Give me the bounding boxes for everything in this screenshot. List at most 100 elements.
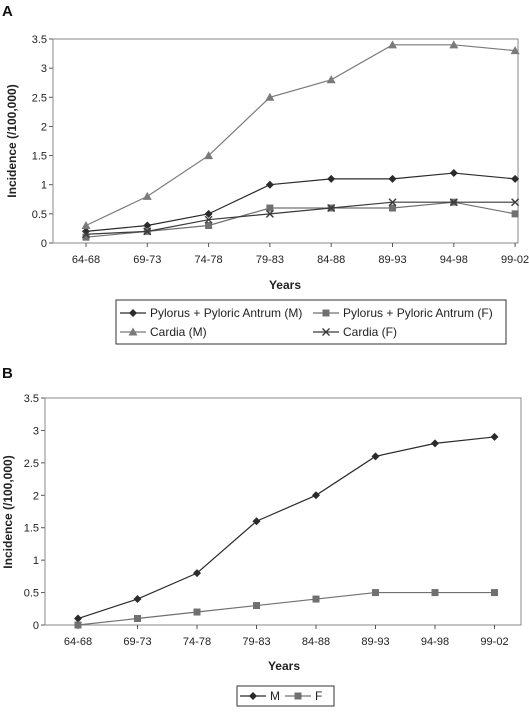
panel-a-x-tick-label: 64-68 [72,254,100,266]
panel-a-legend: Pylorus + Pyloric Antrum (M) Pylorus + Py… [120,306,493,339]
panel-a-data-point [510,46,520,55]
panel-b-x-axis-title: Years [268,659,300,673]
panel-a-plot-area [52,38,519,244]
panel-b-data-point [371,452,380,461]
panel-a-data-point [142,191,152,200]
panel-b-data-point [431,589,439,597]
panel-b-y-tick-label: 0.5 [24,588,39,600]
panel-a-data-point [205,222,213,230]
panel-a-legend-label: Pylorus + Pyloric Antrum (M) [150,306,302,320]
panel-a-label: A [2,3,13,20]
panel-a-legend-box [115,299,507,345]
panel-a-x-ticks: 64-68 69-73 74-78 79-83 84-88 89-93 94-98 99-02 [72,243,529,266]
panel-a-data-point [81,221,91,230]
panel-b-legend-marker [249,692,257,700]
panel-b-data-point [431,439,439,448]
panel-a-data-point [204,209,213,218]
panel-a: A 0 0.5 1 1.5 2 2.5 3 3.5 64-68 69-73 74-78 79-83 8… [2,3,529,345]
panel-b-data-point [193,569,201,578]
panel-b-data-point [491,589,498,597]
panel-b-y-axis-title: Incidence (/100,000) [1,455,15,568]
panel-b-series [74,432,499,629]
panel-b-legend-label: M [270,689,280,703]
panel-a-y-tick-label: 3 [41,63,47,75]
panel-a-data-point [327,204,336,213]
panel-a-y-tick-label: 2.5 [32,92,47,104]
panel-b-data-point [312,595,320,603]
panel-b-data-point [134,615,141,623]
panel-a-legend-marker [129,309,137,317]
panel-a-y-tick-label: 0.5 [32,209,47,221]
panel-a-data-point [511,198,520,207]
panel-a-data-point [327,174,336,183]
panel-b-y-tick-label: 1 [33,555,39,567]
panel-a-series-line [85,172,516,232]
panel-a-x-tick-label: 84-88 [317,254,345,266]
panel-a-legend-marker [322,309,330,317]
panel-b-data-point [74,621,82,629]
panel-a-data-point [388,198,397,207]
panel-a-data-point [143,227,152,236]
panel-b-data-point [312,491,320,500]
panel-b-y-tick-label: 1.5 [24,523,39,535]
panel-b-data-point [133,595,142,604]
panel-a-data-point [265,92,275,101]
panel-b-data-point [490,432,499,441]
panel-a-data-point [82,233,90,241]
panel-b-y-tick-label: 2 [33,490,39,502]
panel-a-data-point [449,198,458,207]
panel-b-y-ticks: 0 0.5 1 1.5 2 2.5 3 3.5 [24,393,45,632]
panel-a-data-point [388,40,397,49]
panel-a-data-point [82,230,90,239]
panel-a-legend-label: Cardia (F) [343,325,397,339]
panel-a-y-tick-label: 2 [41,121,47,133]
panel-a-series-line [85,201,516,238]
panel-a-x-tick-label: 94-98 [440,254,468,266]
panel-b-legend-label: F [315,689,322,703]
panel-b-label: B [2,365,13,382]
panel-a-x-tick-label: 69-73 [133,254,161,266]
panel-a-y-tick-label: 1 [41,180,47,192]
panel-a-y-tick-label: 0 [41,238,47,250]
panel-b-x-tick-label: 79-83 [242,636,270,648]
panel-b-legend-marker [294,692,302,700]
panel-a-x-tick-label: 89-93 [378,254,406,266]
panel-a-data-point [388,174,397,183]
panel-b-x-tick-label: 89-93 [361,636,389,648]
panel-a-series-line [85,44,516,227]
panel-a-x-tick-label: 74-78 [195,254,223,266]
panel-b-x-tick-label: 74-78 [183,636,211,648]
panel-b-x-tick-label: 69-73 [123,636,151,648]
panel-a-data-point [143,221,152,230]
panel-b-x-tick-label: 64-68 [64,636,92,648]
panel-a-data-point [511,210,519,218]
panel-a-legend-marker [322,328,330,336]
panel-b-y-tick-label: 3 [33,425,39,437]
panel-a-series [81,40,520,241]
panel-a-legend-marker [128,327,138,336]
panel-a-y-ticks: 0 0.5 1 1.5 2 2.5 3 3.5 [32,34,53,250]
panel-b-series-line [77,591,495,626]
panel-a-series-line [85,201,516,235]
panel-a-data-point [326,75,336,84]
panel-a-data-point [511,174,520,183]
panel-a-legend-label: Pylorus + Pyloric Antrum (F) [343,306,493,320]
panel-a-data-point [449,40,459,49]
panel-a-data-point [204,151,214,160]
panel-a-data-point [265,180,274,189]
panel-a-data-point [266,204,274,212]
panel-b-y-tick-label: 3.5 [24,393,39,405]
panel-a-data-point [265,209,274,218]
panel-a-y-axis-title: Incidence (/100,000) [5,84,19,197]
panel-b-data-point [253,602,260,610]
panel-a-x-tick-label: 79-83 [256,254,284,266]
panel-b-x-tick-label: 94-98 [421,636,449,648]
panel-b-y-tick-label: 2.5 [24,458,39,470]
panel-b-x-ticks: 64-68 69-73 74-78 79-83 84-88 89-93 94-98 99-02 [64,625,509,648]
panel-b-series-line [77,436,495,620]
panel-a-x-tick-label: 99-02 [501,254,529,266]
panel-b-plot-area [44,397,522,626]
panel-b: B 0 0.5 1 1.5 2 2.5 3 3.5 64-68 69-73 74-78 79-83 8… [1,365,522,707]
